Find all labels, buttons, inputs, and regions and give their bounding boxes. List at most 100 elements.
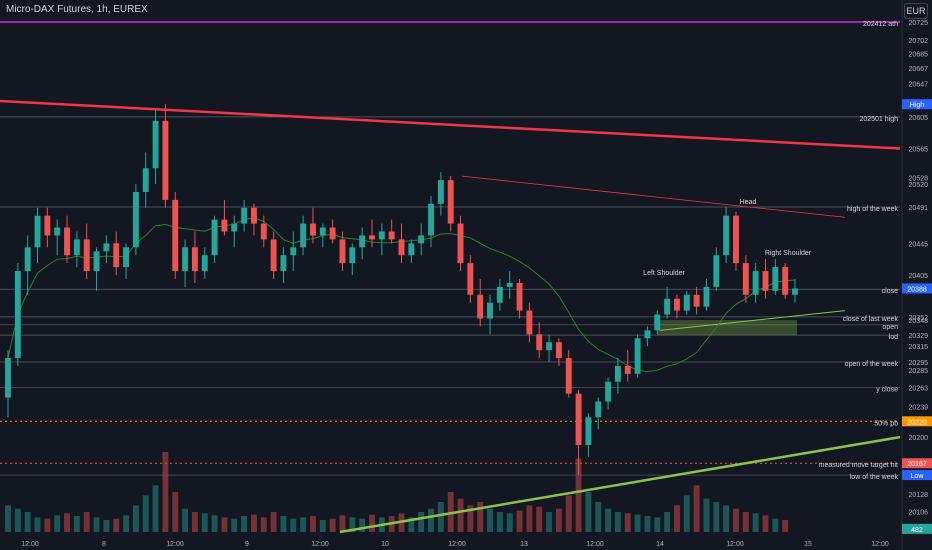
candle-body bbox=[516, 282, 523, 311]
price-tick: 20491 bbox=[909, 205, 929, 212]
candle-body bbox=[123, 247, 130, 268]
volume-bar bbox=[339, 515, 346, 532]
volume-bar bbox=[231, 518, 238, 532]
price-tick: 20605 bbox=[909, 115, 929, 122]
price-tick: 20405 bbox=[909, 273, 929, 280]
volume-bar bbox=[73, 516, 80, 532]
candle-body bbox=[201, 255, 208, 272]
candle-body bbox=[782, 267, 789, 295]
candle-body bbox=[428, 203, 434, 236]
candle-body bbox=[329, 227, 336, 240]
volume-bar bbox=[132, 505, 139, 532]
candle-body bbox=[634, 338, 641, 374]
volume-bar bbox=[113, 518, 120, 532]
volume-bar bbox=[241, 516, 248, 532]
volume-bar bbox=[280, 516, 287, 532]
price-tick: 20702 bbox=[909, 38, 929, 45]
volume-bar bbox=[477, 502, 484, 532]
level-label: open of the week bbox=[845, 361, 899, 368]
volume-bar bbox=[5, 505, 11, 532]
axis-badge-label: 482 bbox=[911, 527, 923, 534]
time-tick: 12:00 bbox=[166, 541, 184, 548]
price-tick: 20263 bbox=[909, 385, 929, 392]
currency-button[interactable]: EUR bbox=[904, 3, 928, 19]
volume-bar bbox=[319, 520, 326, 532]
price-tick: 20348 bbox=[909, 318, 929, 325]
candle-body bbox=[231, 223, 238, 232]
volume-bar bbox=[418, 512, 425, 532]
candle-body bbox=[536, 334, 543, 351]
candle-body bbox=[24, 247, 31, 272]
volume-bar bbox=[34, 517, 41, 532]
candle-body bbox=[703, 286, 710, 307]
candle-body bbox=[683, 294, 690, 311]
volume-bar bbox=[526, 505, 533, 532]
axis-badge bbox=[902, 523, 932, 534]
candle-body bbox=[585, 417, 592, 446]
support-line bbox=[339, 435, 901, 534]
price-tick: 20200 bbox=[909, 435, 929, 442]
volume-bar bbox=[182, 508, 189, 532]
candle-body bbox=[260, 223, 267, 240]
volume-bar bbox=[605, 508, 612, 532]
candle-body bbox=[5, 358, 11, 398]
level-label: 50% pb bbox=[874, 420, 898, 427]
candle-body bbox=[487, 302, 493, 319]
price-tick: 20565 bbox=[909, 146, 929, 153]
volume-bar bbox=[723, 505, 730, 532]
volume-bar bbox=[506, 513, 513, 532]
candle-body bbox=[457, 223, 464, 264]
price-tick: 20106 bbox=[909, 509, 929, 516]
volume-bar bbox=[772, 518, 779, 532]
candle-body bbox=[73, 239, 80, 256]
volume-bar bbox=[359, 518, 366, 532]
candle-body bbox=[565, 358, 572, 394]
time-tick: 12:00 bbox=[21, 541, 39, 548]
candle-body bbox=[300, 223, 307, 248]
candle-body bbox=[654, 314, 661, 331]
volume-bar bbox=[221, 517, 228, 532]
volume-bar bbox=[103, 520, 110, 532]
volume-bar bbox=[152, 485, 159, 532]
price-tick: 20667 bbox=[909, 66, 929, 73]
candle-body bbox=[369, 235, 375, 240]
time-tick: 12:00 bbox=[448, 541, 466, 548]
candle-body bbox=[319, 227, 326, 236]
price-tick: 20520 bbox=[909, 182, 929, 189]
price-tick: 20295 bbox=[909, 360, 929, 367]
level-label: close of last week bbox=[843, 316, 899, 323]
price-tick: 20725 bbox=[909, 20, 929, 27]
candle-body bbox=[14, 271, 21, 359]
volume-bar bbox=[300, 517, 307, 532]
volume-bar bbox=[142, 495, 149, 532]
candle-body bbox=[447, 180, 454, 224]
candle-body bbox=[664, 298, 671, 315]
candle-body bbox=[496, 286, 503, 303]
volume-bar bbox=[290, 518, 297, 532]
volume-bar bbox=[565, 495, 572, 532]
candle-body bbox=[742, 263, 749, 295]
volume-bar bbox=[329, 518, 336, 532]
candle-body bbox=[595, 401, 602, 418]
neckline-lower bbox=[659, 310, 846, 331]
volume-bar bbox=[83, 512, 90, 532]
volume-bar bbox=[487, 508, 493, 532]
neckline-upper bbox=[461, 175, 846, 218]
level-label: y close bbox=[876, 386, 898, 393]
axis-badge bbox=[902, 283, 932, 294]
time-tick: 9 bbox=[245, 541, 249, 548]
axis-badge-label: 20167 bbox=[907, 461, 927, 468]
volume-bar bbox=[742, 512, 749, 532]
volume-bar bbox=[516, 510, 523, 532]
level-label: low of the week bbox=[850, 474, 899, 481]
volume-bar bbox=[408, 517, 415, 532]
candle-body bbox=[546, 342, 553, 351]
symbol-title[interactable]: Micro-DAX Futures, 1h, EUREX bbox=[6, 4, 148, 15]
volume-bar bbox=[201, 513, 208, 532]
volume-bar bbox=[536, 506, 543, 532]
price-tick: 20445 bbox=[909, 241, 929, 248]
candle-body bbox=[280, 255, 287, 272]
candle-body bbox=[673, 298, 680, 311]
volume-bar bbox=[369, 514, 375, 532]
